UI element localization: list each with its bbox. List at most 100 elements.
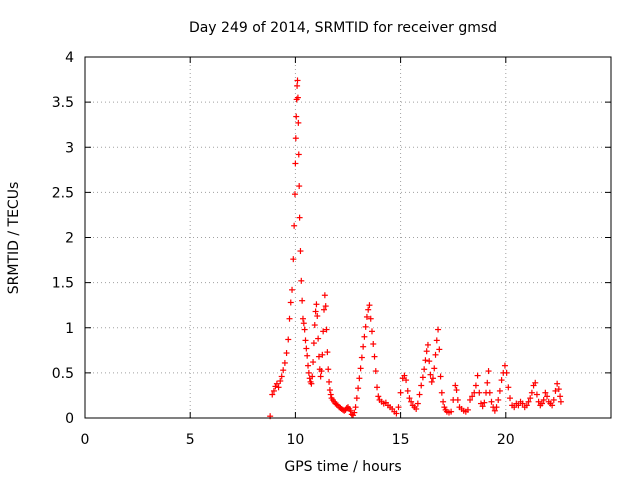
data-point-0-129 [422,357,428,363]
plot-frame [85,57,611,418]
data-point-0-86 [354,395,360,401]
data-point-0-16 [291,223,297,229]
labels-layer: Day 249 of 2014, SRMTID for receiver gms… [6,20,515,475]
data-point-0-137 [433,352,439,358]
data-point-0-175 [495,397,501,403]
data-point-0-11 [285,336,291,342]
data-point-0-6 [277,378,283,384]
x-tick-label-3: 15 [392,432,410,448]
y-tick-label-6: 3 [65,140,74,156]
data-point-0-62 [325,366,331,372]
data-point-0-85 [353,404,359,410]
y-axis-title: SRMTID / TECUs [6,182,22,295]
data-point-0-36 [303,346,309,352]
data-point-0-142 [439,390,445,396]
data-point-0-35 [302,337,308,343]
data-point-0-180 [504,370,510,376]
data-point-0-64 [327,387,333,393]
data-point-0-98 [369,328,375,334]
data-point-0-22 [294,83,300,89]
data-point-0-58 [322,292,328,298]
data-point-0-30 [298,278,304,284]
data-point-0-103 [375,393,381,399]
data-point-0-12 [287,316,293,322]
data-point-0-18 [292,160,298,166]
data-point-0-208 [554,381,560,387]
data-point-0-141 [438,373,444,379]
data-point-0-10 [284,350,290,356]
data-point-0-48 [313,301,319,307]
data-point-0-130 [424,348,430,354]
data-point-0-177 [499,377,505,383]
data-point-0-90 [359,355,365,361]
data-point-0-46 [312,322,318,328]
data-point-0-170 [487,390,493,396]
data-point-0-168 [484,380,490,386]
y-tick-label-8: 4 [65,50,74,66]
data-point-0-143 [440,399,446,405]
data-point-0-88 [356,375,362,381]
data-point-0-50 [315,336,321,342]
data-point-0-99 [370,341,376,347]
data-point-0-211 [558,399,564,405]
data-point-0-163 [476,390,482,396]
data-point-0-13 [288,299,294,305]
data-point-0-45 [311,340,317,346]
y-tick-label-1: 0.5 [52,366,74,382]
x-tick-label-0: 0 [81,432,90,448]
data-point-0-102 [374,384,380,390]
y-tick-label-4: 2 [65,231,74,247]
data-point-0-131 [425,342,431,348]
chart-container: Day 249 of 2014, SRMTID for receiver gms… [0,0,640,480]
data-point-0-39 [306,370,312,376]
data-point-0-89 [358,365,364,371]
data-point-0-138 [434,337,440,343]
data-point-0-162 [475,373,481,379]
data-point-0-19 [293,135,299,141]
data-point-0-128 [421,366,427,372]
data-point-0-132 [426,358,432,364]
data-point-0-53 [318,373,324,379]
data-point-0-65 [328,392,334,398]
data-point-0-63 [326,379,332,385]
data-point-0-179 [502,363,508,369]
data-point-0-31 [299,298,305,304]
data-point-0-20 [293,114,299,120]
data-point-0-26 [296,151,302,157]
data-point-0-100 [372,354,378,360]
data-point-0-126 [418,383,424,389]
data-point-0-34 [302,327,308,333]
data-point-0-182 [507,395,513,401]
y-tick-label-3: 1.5 [52,276,74,292]
data-point-0-33 [301,320,307,326]
data-point-0-136 [431,365,437,371]
data-point-0-61 [324,349,330,355]
data-point-0-140 [436,346,442,352]
data-point-0-32 [300,316,306,322]
data-point-0-29 [297,248,303,254]
data-point-0-7 [279,373,285,379]
data-point-0-25 [295,120,301,126]
data-point-0-161 [473,383,479,389]
data-point-0-87 [355,385,361,391]
y-tick-label-2: 1 [65,321,74,337]
data-point-0-28 [297,215,303,221]
data-point-0-3 [272,383,278,389]
data-point-0-150 [452,383,458,389]
data-point-0-171 [488,399,494,405]
x-tick-label-4: 20 [497,432,515,448]
y-tick-label-0: 0 [65,411,74,427]
data-point-0-176 [497,388,503,394]
data-point-0-134 [429,379,435,385]
x-tick-label-1: 5 [186,432,195,448]
data-point-0-210 [557,393,563,399]
grid-layer [85,57,611,418]
data-point-0-125 [417,392,423,398]
data-point-0-37 [304,353,310,359]
data-point-0-96 [366,302,372,308]
axis-layer [85,57,611,418]
data-point-0-14 [289,287,295,293]
data-point-0-127 [420,374,426,380]
data-point-0-169 [486,368,492,374]
srmtid-chart: Day 249 of 2014, SRMTID for receiver gms… [0,0,640,480]
